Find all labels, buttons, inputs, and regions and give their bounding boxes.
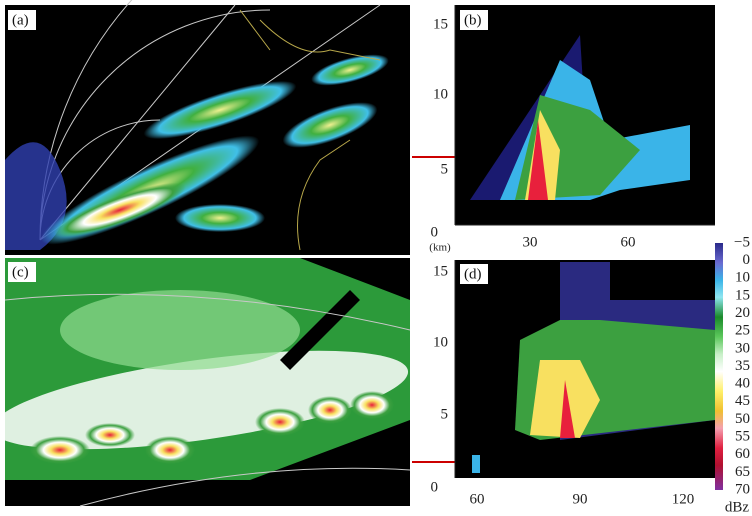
x-tick-label: 90 — [573, 491, 588, 507]
colorbar-label: 60 — [735, 446, 750, 462]
colorbar-label: 15 — [735, 287, 750, 303]
panel-label: (d) — [464, 266, 482, 282]
colorbar-label: 40 — [735, 376, 750, 392]
y-tick-label: 5 — [441, 406, 449, 422]
unit-label: (km) — [429, 242, 451, 254]
panel-label: (a) — [12, 12, 29, 28]
y-tick-label: 10 — [433, 86, 448, 102]
y-tick-label: 0 — [431, 224, 439, 240]
figure: (a) (c) (b) 15 10 5 0 (km) 30 — [0, 0, 752, 516]
colorbar-label: 65 — [735, 464, 750, 480]
colorbar-label: 45 — [735, 393, 750, 409]
colorbar-label: 0 — [743, 252, 751, 268]
y-tick-label: 15 — [433, 263, 448, 279]
colorbar-label: 30 — [735, 340, 750, 356]
y-tick-label: 15 — [433, 16, 448, 32]
x-tick-label: 60 — [470, 491, 485, 507]
panel-label: (c) — [12, 264, 29, 280]
panel-b: (b) 15 10 5 0 (km) 30 60 — [412, 5, 715, 254]
colorbar-label: 10 — [735, 270, 750, 286]
panel-d: (d) 15 10 5 0 60 90 120 — [412, 260, 715, 507]
y-tick-label: 0 — [431, 479, 439, 495]
colorbar-label: 50 — [735, 411, 750, 427]
colorbar-label: 20 — [735, 305, 750, 321]
y-tick-label: 5 — [441, 161, 449, 177]
colorbar-label: −5 — [734, 234, 750, 250]
panel-a: (a) — [5, 0, 410, 261]
y-tick-label: 10 — [433, 334, 448, 350]
colorbar-unit: dBz — [725, 499, 750, 515]
panel-c: (c) — [0, 258, 414, 506]
panel-label: (b) — [464, 12, 482, 28]
colorbar-label: 70 — [735, 481, 750, 497]
colorbar-label: 25 — [735, 323, 750, 339]
x-tick-label: 60 — [621, 234, 636, 250]
x-tick-label: 30 — [523, 234, 538, 250]
colorbar-label: 55 — [735, 429, 750, 445]
x-tick-label: 120 — [672, 491, 695, 507]
colorbar-label: 35 — [735, 358, 750, 374]
